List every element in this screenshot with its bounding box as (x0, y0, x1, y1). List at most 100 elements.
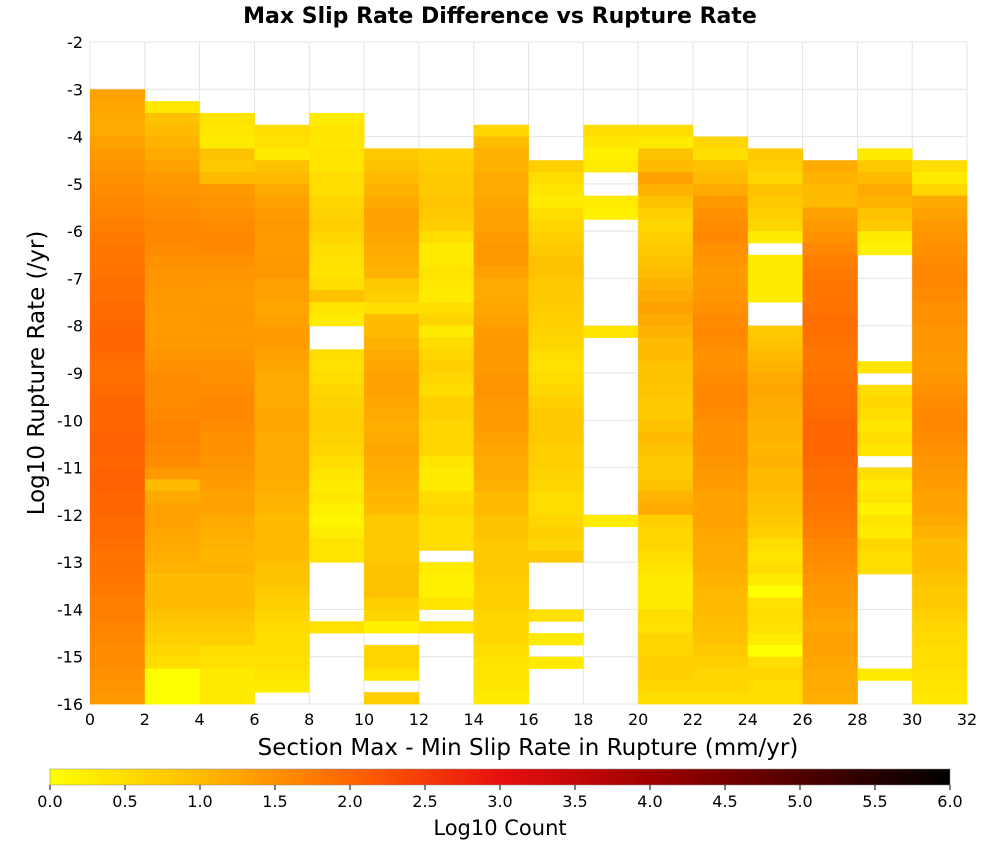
heatmap-cell (364, 349, 420, 362)
heatmap-cell (638, 396, 694, 409)
heatmap-cell (528, 538, 584, 551)
heatmap-cell (199, 254, 255, 268)
heatmap-cell (802, 290, 858, 303)
heatmap-cell (309, 183, 365, 197)
heatmap-cell (528, 325, 584, 338)
heatmap-cell (199, 562, 255, 575)
x-tick-label: 12 (409, 710, 429, 729)
heatmap-cell (144, 668, 201, 681)
heatmap-cell (254, 503, 310, 516)
heatmap-cell (473, 266, 529, 279)
y-tick-label: -7 (67, 269, 83, 288)
heatmap-cell (528, 231, 584, 244)
heatmap-cell (638, 266, 694, 279)
heatmap-cell (144, 254, 201, 268)
colorbar-tick-label: 0.5 (112, 792, 137, 811)
heatmap-cell (418, 621, 475, 634)
heatmap-cell (473, 479, 529, 492)
heatmap-cell (418, 573, 475, 587)
heatmap-cell (254, 183, 310, 197)
heatmap-cell (199, 112, 255, 126)
heatmap-cell (638, 514, 694, 528)
heatmap-cell (309, 302, 365, 315)
heatmap-cell (309, 467, 365, 480)
heatmap-cell (199, 585, 255, 599)
heatmap-cell (254, 467, 310, 480)
heatmap-cell (912, 585, 968, 599)
heatmap-cell (638, 361, 694, 374)
heatmap-cell (473, 514, 529, 528)
heatmap-cell (473, 172, 529, 185)
heatmap-cell (473, 195, 529, 208)
x-tick-label: 24 (738, 710, 758, 729)
heatmap-cell (473, 219, 529, 232)
heatmap-cell (912, 290, 968, 303)
heatmap-cell (802, 278, 858, 291)
heatmap-cell (144, 514, 201, 528)
colorbar-tick-label: 0.0 (37, 792, 62, 811)
heatmap-cell (254, 443, 310, 457)
heatmap-cell (254, 609, 310, 622)
heatmap-cell (144, 432, 201, 445)
heatmap-cell (857, 491, 913, 504)
heatmap-cell (364, 621, 420, 634)
heatmap-cell (254, 644, 310, 658)
heatmap-cell (254, 538, 310, 551)
x-tick-label: 16 (518, 710, 538, 729)
heatmap-cell (418, 514, 475, 528)
heatmap-cell (802, 373, 858, 386)
heatmap-cell (90, 550, 146, 563)
heatmap-cell (309, 373, 365, 386)
heatmap-cell (692, 302, 749, 315)
heatmap-cell (473, 550, 529, 563)
heatmap-cell (309, 443, 365, 457)
heatmap-cell (254, 313, 310, 327)
heatmap-cell (638, 585, 694, 599)
heatmap-cell (692, 325, 749, 338)
heatmap-cell (583, 207, 639, 220)
heatmap-cell (199, 538, 255, 551)
heatmap-cell (254, 396, 310, 409)
heatmap-cell (692, 219, 749, 232)
heatmap-cell (309, 420, 365, 433)
heatmap-cell (418, 455, 475, 468)
heatmap-cell (638, 148, 694, 161)
heatmap-cell (144, 443, 201, 457)
heatmap-cell (692, 396, 749, 409)
heatmap-cell (90, 101, 146, 114)
heatmap-cell (90, 443, 146, 457)
heatmap-cell (90, 562, 146, 575)
heatmap-cell (912, 668, 968, 681)
y-tick-label: -11 (57, 459, 83, 478)
heatmap-cell (473, 621, 529, 634)
heatmap-cell (857, 183, 913, 197)
heatmap-cell (90, 408, 146, 421)
heatmap-cell (364, 302, 420, 315)
heatmap-cell (692, 172, 749, 185)
heatmap-cell (638, 373, 694, 386)
heatmap-cell (364, 172, 420, 185)
heatmap-cell (802, 514, 858, 528)
heatmap-cell (638, 467, 694, 480)
heatmap-cell (254, 254, 310, 268)
heatmap-cell (418, 479, 475, 492)
heatmap-cell (912, 656, 968, 669)
heatmap-cell (802, 420, 858, 433)
heatmap-cell (364, 514, 420, 528)
x-tick-label: 18 (573, 710, 593, 729)
heatmap-cell (254, 384, 310, 398)
heatmap-cell (638, 207, 694, 220)
heatmap-cell (199, 160, 255, 173)
heatmap-cell (418, 148, 475, 161)
heatmap-cell (638, 538, 694, 551)
heatmap-cell (418, 538, 475, 551)
heatmap-cell (199, 242, 255, 256)
heatmap-cell (364, 373, 420, 386)
heatmap-cell (418, 408, 475, 421)
heatmap-cell (802, 349, 858, 362)
heatmap-cell (144, 680, 201, 693)
heatmap-cell (912, 621, 968, 634)
heatmap-cell (364, 597, 420, 610)
heatmap-cell (199, 455, 255, 468)
heatmap-cell (747, 573, 803, 587)
